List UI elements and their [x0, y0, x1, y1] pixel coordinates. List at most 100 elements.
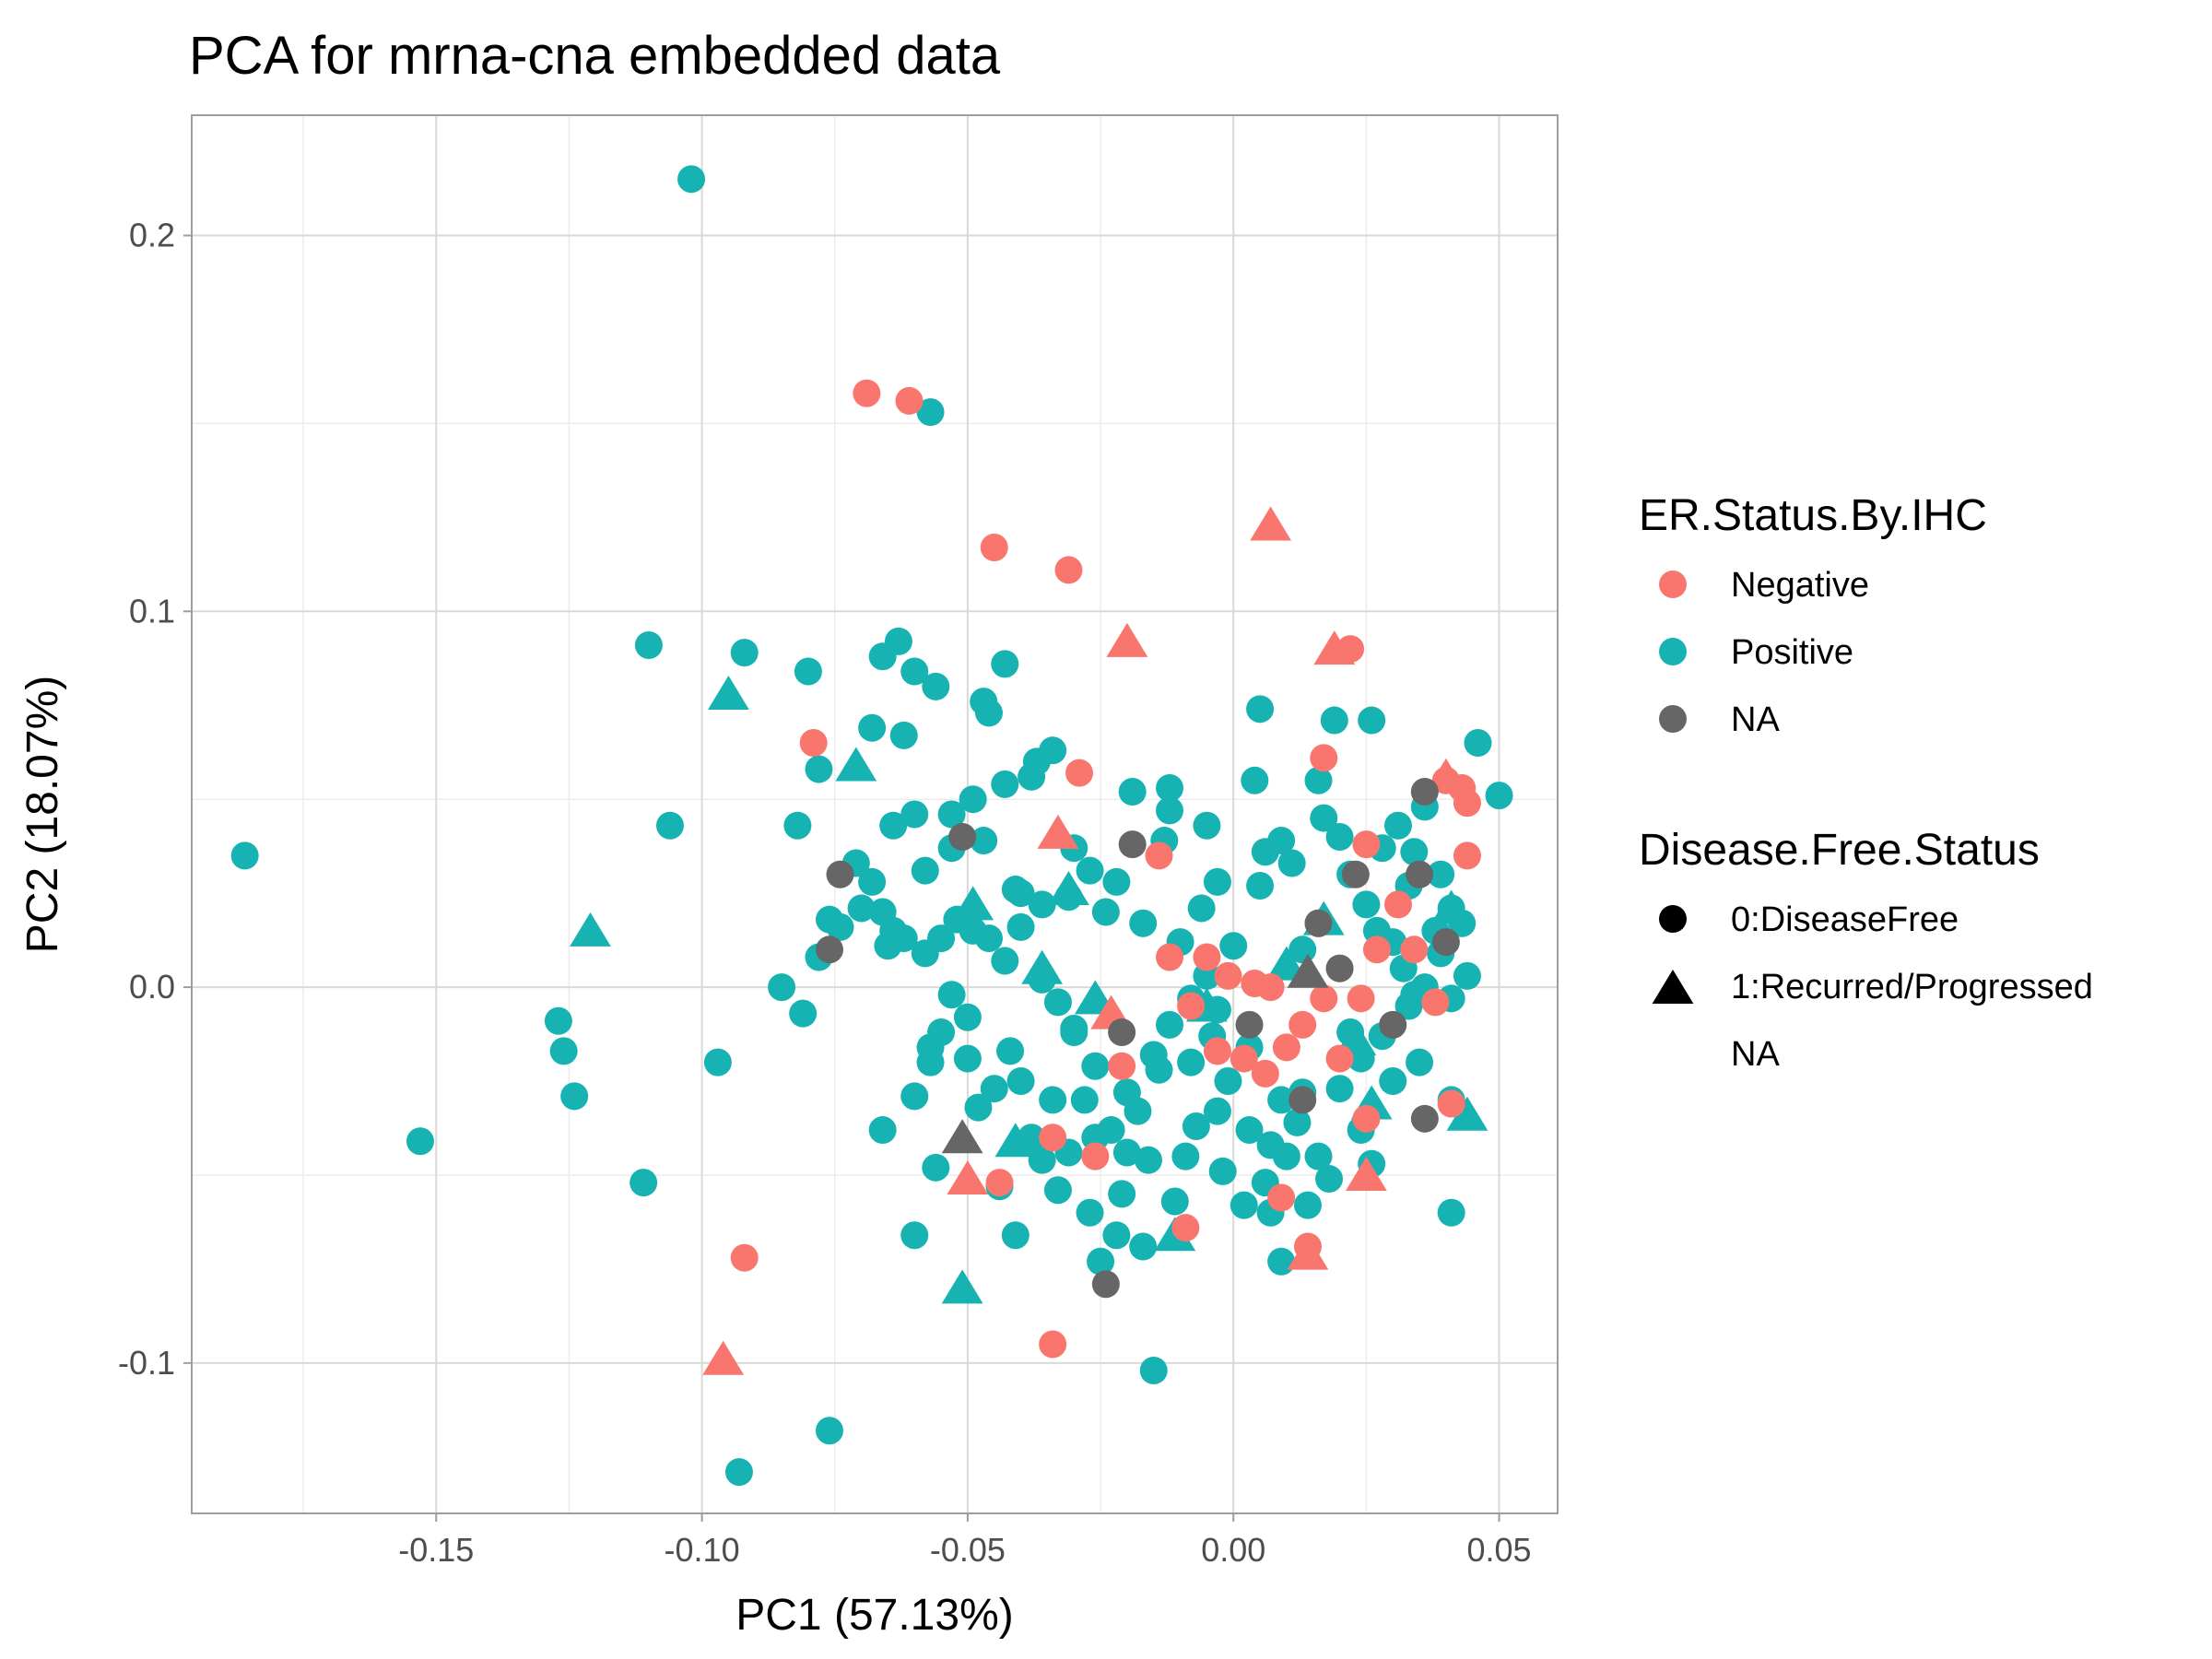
circle-point-na — [815, 935, 843, 964]
circle-point-positive — [1230, 1191, 1258, 1219]
circle-point-positive — [1203, 867, 1231, 896]
circle-point-negative — [1241, 970, 1269, 998]
circle-point-negative — [1145, 841, 1173, 870]
circle-point-positive — [1028, 890, 1056, 919]
triangle-point-positive — [941, 1269, 983, 1304]
circle-point-positive — [847, 894, 876, 923]
circle-point-positive — [1129, 909, 1158, 937]
circle-point-positive — [916, 1033, 945, 1062]
circle-point-positive — [1006, 879, 1035, 908]
circle-point-positive — [1118, 778, 1147, 806]
circle-point-positive — [1277, 849, 1306, 877]
triangle-point-positive — [1021, 949, 1064, 984]
circle-point-negative — [1039, 1124, 1067, 1152]
circle-point-positive — [677, 165, 706, 194]
circle-point-negative — [985, 1169, 1014, 1197]
circle-point-na — [1288, 1086, 1317, 1114]
circle-point-positive — [879, 811, 908, 840]
circle-point-na — [1118, 830, 1147, 859]
circle-point-positive — [1001, 1221, 1030, 1250]
circle-point-positive — [858, 867, 887, 896]
circle-point-positive — [1112, 1138, 1141, 1167]
circle-point-positive — [1108, 1180, 1136, 1208]
legend-key-circle — [1659, 905, 1687, 933]
circle-point-positive — [974, 924, 1003, 953]
circle-point-positive — [1241, 766, 1269, 794]
circle-point-na — [1091, 1270, 1120, 1299]
circle-point-na — [1341, 860, 1370, 888]
circle-point-positive — [1177, 1048, 1206, 1077]
triangle-point-positive — [835, 747, 877, 782]
circle-point-positive — [1437, 1198, 1465, 1227]
circle-point-positive — [1208, 1157, 1237, 1185]
circle-point-positive — [953, 1044, 982, 1073]
circle-point-negative — [1081, 1142, 1110, 1171]
circle-point-positive — [1358, 706, 1386, 735]
circle-point-positive — [1203, 1097, 1231, 1125]
circle-point-positive — [1134, 1146, 1162, 1174]
legend-label: Positive — [1731, 633, 1853, 672]
circle-point-positive — [1006, 912, 1035, 941]
circle-point-negative — [1177, 992, 1206, 1020]
panel-border — [191, 114, 1559, 1514]
circle-point-negative — [1108, 1052, 1136, 1080]
circle-point-negative — [1400, 935, 1429, 964]
circle-point-positive — [1039, 1086, 1067, 1114]
circle-point-negative — [1193, 943, 1221, 971]
circle-point-positive — [964, 1093, 993, 1122]
circle-point-positive — [900, 657, 929, 686]
points-layer — [230, 165, 1513, 1487]
circle-point-na — [1410, 1104, 1439, 1133]
circle-point-positive — [1304, 1142, 1333, 1171]
circle-point-positive — [937, 981, 966, 1009]
legend-key-circle — [1659, 705, 1687, 733]
circle-point-positive — [889, 721, 918, 749]
circle-point-positive — [868, 1116, 897, 1145]
circle-point-positive — [1043, 1176, 1072, 1205]
circle-point-negative — [1453, 841, 1481, 870]
circle-point-positive — [1156, 796, 1184, 825]
circle-point-negative — [1203, 1037, 1231, 1065]
circle-point-negative — [1325, 1044, 1354, 1073]
circle-point-positive — [922, 1153, 950, 1182]
circle-point-positive — [703, 1048, 732, 1077]
circle-point-positive — [900, 1221, 929, 1250]
circle-point-positive — [730, 639, 759, 667]
circle-point-positive — [1310, 804, 1338, 832]
circle-point-positive — [1139, 1357, 1168, 1385]
circle-point-na — [826, 860, 854, 888]
circle-point-positive — [805, 755, 833, 783]
ticks-layer: -0.15 -0.10 -0.05 0.00 0.05 -0.1 0.0 0.1 0.2 — [118, 216, 1532, 1569]
circle-point-positive — [1087, 1247, 1115, 1276]
circle-point-positive — [1384, 811, 1413, 840]
circle-point-positive — [1464, 729, 1492, 758]
circle-point-positive — [922, 672, 950, 700]
circle-point-positive — [927, 924, 956, 953]
circle-point-positive — [884, 627, 912, 655]
circle-point-negative — [1421, 988, 1450, 1017]
circle-point-negative — [1347, 984, 1375, 1013]
circle-point-positive — [1129, 1232, 1158, 1261]
legend-label: NA — [1731, 1035, 1780, 1074]
circle-point-positive — [1193, 811, 1221, 840]
circle-point-positive — [1006, 1067, 1035, 1096]
circle-point-positive — [1139, 1041, 1168, 1069]
y-tick-label: 0.0 — [129, 968, 175, 1006]
y-axis-title: PC2 (18.07%) — [18, 676, 67, 953]
circle-point-positive — [1325, 1075, 1354, 1103]
y-tick-label: -0.1 — [118, 1344, 175, 1382]
x-tick-label: -0.10 — [665, 1531, 740, 1569]
circle-point-na — [1304, 909, 1333, 937]
circle-point-positive — [1070, 1086, 1099, 1114]
circle-point-positive — [1091, 898, 1120, 926]
circle-point-positive — [794, 657, 822, 686]
triangle-point-positive — [1265, 946, 1308, 981]
circle-point-positive — [996, 1037, 1025, 1065]
circle-point-positive — [560, 1082, 589, 1111]
triangle-point-positive — [708, 676, 749, 711]
legend-layer: ER.Status.By.IHC Negative Positive NA Diseas… — [1639, 491, 2093, 1074]
circle-point-positive — [911, 856, 939, 885]
circle-point-positive — [1156, 773, 1184, 802]
circle-point-negative — [799, 729, 828, 758]
